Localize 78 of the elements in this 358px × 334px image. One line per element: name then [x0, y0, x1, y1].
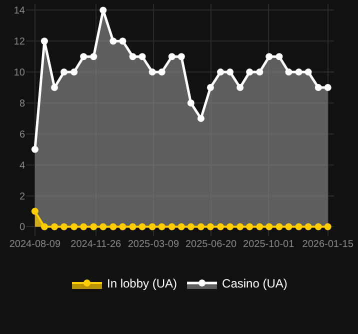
point — [110, 38, 117, 45]
point — [178, 223, 185, 230]
point — [40, 223, 48, 230]
point — [295, 68, 302, 76]
point — [60, 68, 68, 76]
y-tick-label: 4 — [19, 160, 26, 172]
point — [266, 223, 273, 230]
point — [256, 223, 264, 230]
point — [148, 68, 156, 76]
point — [226, 223, 234, 230]
point — [168, 223, 176, 230]
point — [80, 53, 88, 60]
point — [51, 223, 58, 230]
point — [40, 38, 48, 45]
point — [138, 53, 146, 60]
y-tick-label: 8 — [19, 98, 26, 110]
x-tick-label: 2024-11-26 — [70, 239, 122, 250]
point — [148, 223, 156, 230]
y-tick-label: 12 — [14, 36, 26, 48]
point — [110, 223, 117, 230]
point — [197, 223, 204, 230]
point — [129, 53, 136, 60]
point — [236, 223, 244, 230]
point — [324, 223, 332, 230]
point — [246, 68, 254, 76]
x-tick-label: 2025-10-01 — [243, 239, 295, 250]
point — [256, 68, 264, 76]
point — [80, 223, 88, 230]
point — [246, 223, 254, 230]
point — [266, 53, 273, 60]
point — [158, 223, 166, 230]
point — [100, 223, 107, 230]
point — [295, 223, 302, 230]
point — [119, 38, 126, 45]
point — [31, 208, 38, 215]
point — [217, 223, 224, 230]
y-tick-label: 10 — [14, 68, 26, 79]
point — [70, 68, 78, 76]
y-tick-label: 6 — [19, 129, 26, 140]
point — [31, 146, 38, 153]
point — [168, 53, 176, 60]
point — [304, 68, 312, 76]
point — [178, 53, 185, 60]
point — [51, 84, 58, 92]
x-tick-label: 2026-01-15 — [302, 239, 354, 250]
point — [187, 99, 194, 106]
point — [90, 223, 98, 230]
x-tick-label: 2025-06-20 — [185, 239, 238, 250]
y-tick-label: 0 — [19, 222, 26, 234]
point — [314, 84, 322, 92]
point — [304, 223, 312, 230]
point — [129, 223, 136, 230]
point — [324, 84, 332, 92]
point — [60, 223, 68, 230]
point — [197, 114, 204, 122]
x-tick-label: 2025-03-09 — [128, 239, 180, 250]
point — [276, 223, 283, 230]
point — [236, 84, 244, 92]
point — [285, 223, 292, 230]
point — [206, 84, 214, 92]
legend-label: In lobby (UA) — [107, 276, 178, 291]
point — [70, 223, 78, 230]
y-tick-label: 2 — [19, 191, 26, 202]
point — [158, 68, 166, 76]
point — [138, 223, 146, 230]
point — [276, 53, 283, 60]
y-tick-label: 14 — [14, 6, 26, 17]
point — [314, 223, 322, 230]
point — [217, 68, 224, 76]
point — [119, 223, 126, 230]
x-tick-label: 2024-08-09 — [9, 239, 61, 250]
point — [100, 6, 107, 14]
point — [90, 53, 98, 60]
point — [187, 223, 194, 230]
legend-label: Casino (UA) — [222, 276, 288, 291]
point — [285, 68, 292, 76]
point — [226, 68, 234, 76]
point — [206, 223, 214, 230]
